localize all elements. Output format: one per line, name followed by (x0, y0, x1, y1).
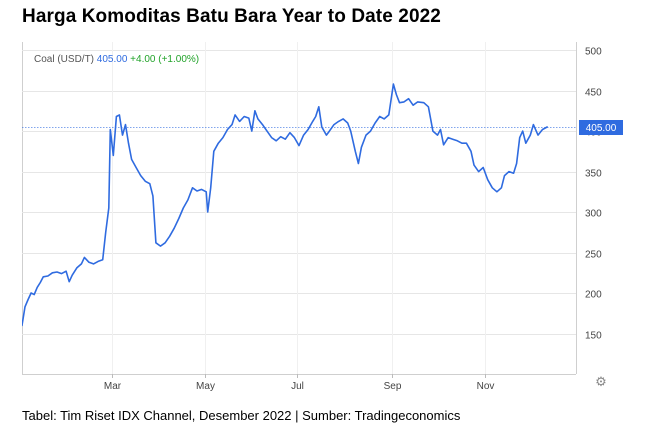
legend: Coal (USD/T) 405.00 +4.00 (+1.00%) (34, 54, 199, 65)
y-tick-label: 200 (585, 290, 602, 301)
series-line (22, 83, 548, 327)
chart-title: Harga Komoditas Batu Bara Year to Date 2… (22, 6, 441, 27)
current-value-label: 405.00 (586, 123, 617, 134)
x-tick-label: Mar (104, 381, 122, 392)
legend-change: +4.00 (+1.00%) (130, 54, 199, 65)
chart-caption: Tabel: Tim Riset IDX Channel, Desember 2… (22, 408, 461, 423)
x-tick-label: Nov (477, 381, 495, 392)
legend-series-name: Coal (USD/T) (34, 54, 97, 65)
x-tick-label: Sep (384, 381, 402, 392)
chart-area[interactable]: 150200250300350400450500MarMayJulSepNov4… (22, 42, 624, 398)
line-chart[interactable]: 150200250300350400450500MarMayJulSepNov4… (22, 42, 624, 398)
x-tick-label: May (196, 381, 215, 392)
y-tick-label: 250 (585, 250, 602, 261)
y-tick-label: 500 (585, 47, 602, 58)
legend-last-value: 405.00 (97, 54, 130, 65)
y-tick-label: 300 (585, 209, 602, 220)
x-tick-label: Jul (291, 381, 304, 392)
y-tick-label: 150 (585, 331, 602, 342)
current-value-box (579, 120, 623, 135)
y-tick-label: 450 (585, 88, 602, 99)
gear-icon[interactable]: ⚙ (595, 375, 607, 390)
y-tick-label: 350 (585, 169, 602, 180)
